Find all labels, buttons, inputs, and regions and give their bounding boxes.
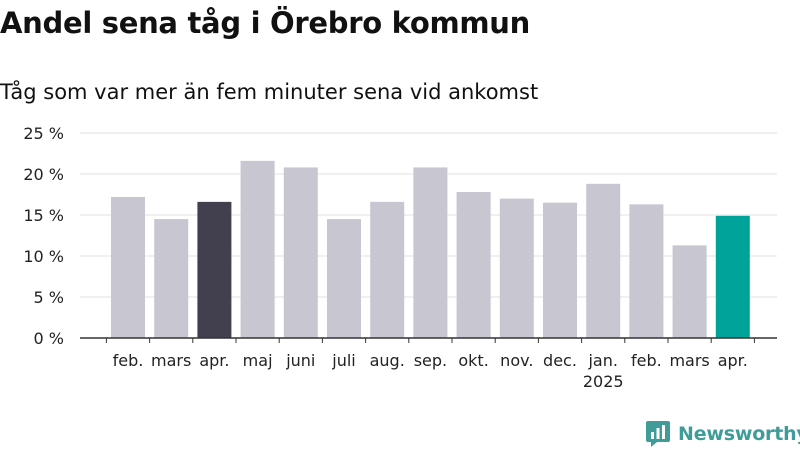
bars	[111, 160, 750, 338]
x-tick-label: aug.	[370, 351, 405, 370]
chart-title: Andel sena tåg i Örebro kommun	[0, 6, 530, 40]
newsworthy-logo: Newsworthy	[645, 420, 800, 448]
bar	[629, 204, 664, 338]
brand-name: Newsworthy	[678, 423, 800, 445]
x-tick-label: juni	[285, 351, 315, 370]
y-tick-label: 20 %	[23, 165, 64, 184]
bar	[413, 167, 448, 338]
newsworthy-logo-icon	[646, 421, 670, 447]
x-tick-label: apr.	[718, 351, 748, 370]
x-year-label: 2025	[583, 372, 624, 391]
bar	[499, 198, 534, 338]
bar	[586, 183, 621, 338]
x-tick-label: okt.	[458, 351, 488, 370]
bar	[240, 160, 275, 338]
x-tick-label: dec.	[543, 351, 577, 370]
bar	[543, 202, 577, 338]
chart-subtitle: Tåg som var mer än fem minuter sena vid …	[0, 80, 539, 104]
y-tick-label: 10 %	[23, 247, 64, 266]
y-axis-tick-labels: 0 % 5 % 10 % 15 % 20 % 25 %	[23, 124, 64, 348]
bar	[283, 167, 318, 338]
bar	[672, 245, 707, 338]
x-tick-label: maj	[243, 351, 273, 370]
bar	[111, 196, 145, 338]
bar	[327, 219, 361, 338]
x-tick-label: feb.	[113, 351, 144, 370]
y-tick-label: 0 %	[34, 329, 64, 348]
x-axis-tick-labels: feb. mars apr. maj juni juli aug. sep. okt. nov. d…	[113, 351, 748, 391]
y-tick-label: 15 %	[23, 206, 64, 225]
y-tick-label: 5 %	[34, 288, 64, 307]
bar	[197, 201, 232, 338]
bar	[456, 192, 491, 338]
x-tick-label: feb.	[631, 351, 662, 370]
x-tick-label: mars	[669, 351, 709, 370]
x-tick-label: nov.	[500, 351, 533, 370]
bar	[370, 201, 405, 338]
x-tick-label: juli	[331, 351, 355, 370]
x-tick-label: mars	[151, 351, 191, 370]
y-tick-label: 25 %	[23, 124, 64, 143]
x-tick-label: sep.	[414, 351, 447, 370]
bar	[154, 219, 189, 338]
x-tick-label: jan.	[587, 351, 617, 370]
x-tick-label: apr.	[199, 351, 229, 370]
bar	[715, 215, 750, 338]
x-axis	[80, 337, 777, 343]
